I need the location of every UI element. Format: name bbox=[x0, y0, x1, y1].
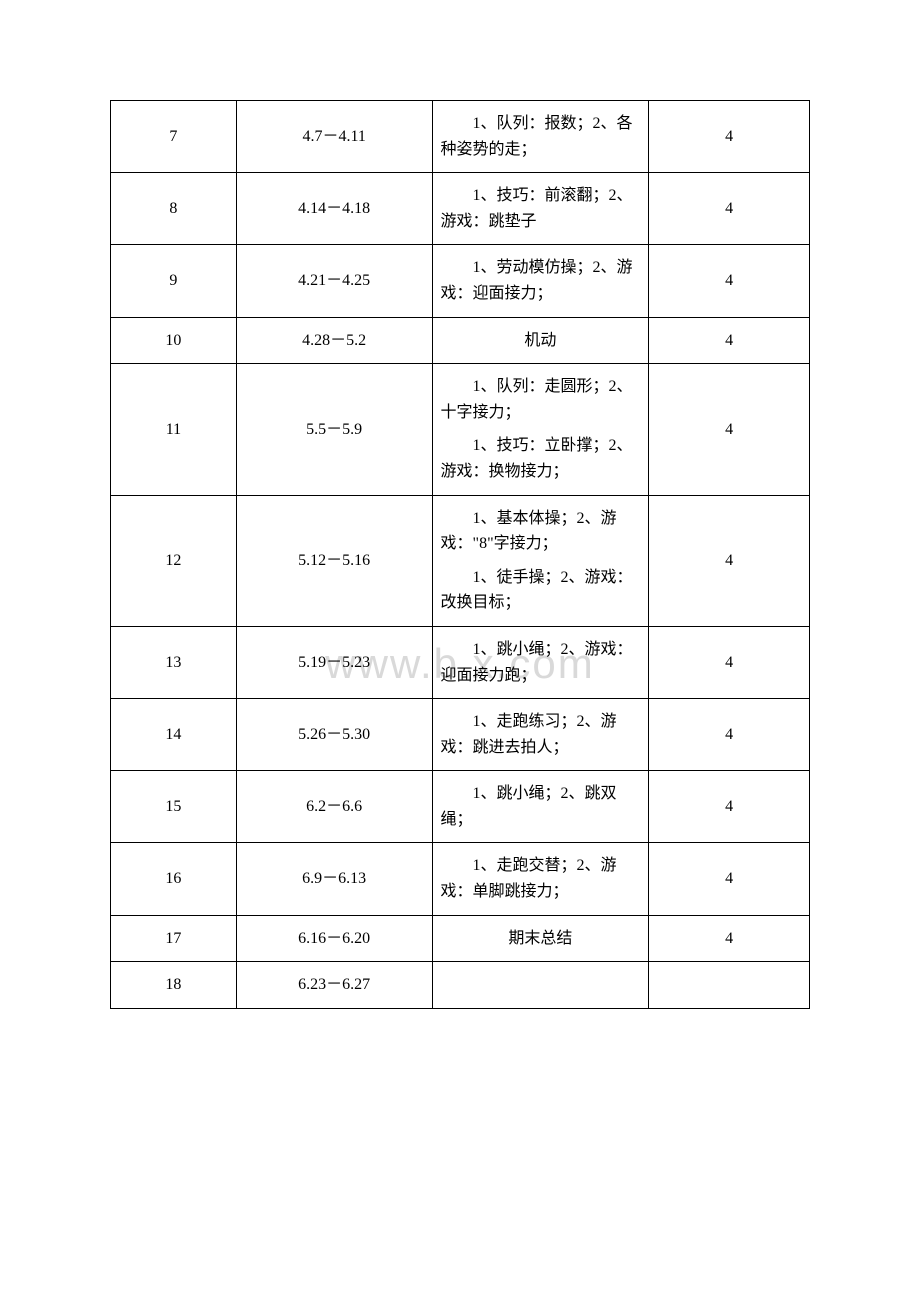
table-row: 145.26－5.301、走跑练习；2、游戏：跳进去拍人；4 bbox=[111, 699, 810, 771]
class-hours: 4 bbox=[649, 101, 810, 173]
week-number: 16 bbox=[111, 843, 237, 915]
lesson-content: 期末总结 bbox=[432, 915, 649, 962]
table-row: 84.14－4.181、技巧：前滚翻；2、游戏：跳垫子4 bbox=[111, 173, 810, 245]
date-range: 6.9－6.13 bbox=[236, 843, 432, 915]
lesson-content: 1、队列：报数；2、各种姿势的走； bbox=[432, 101, 649, 173]
date-range: 6.23－6.27 bbox=[236, 962, 432, 1009]
content-paragraph: 1、走跑练习；2、游戏：跳进去拍人； bbox=[441, 709, 641, 760]
content-paragraph: 1、技巧：前滚翻；2、游戏：跳垫子 bbox=[441, 183, 641, 234]
content-paragraph: 1、跳小绳；2、游戏：迎面接力跑； bbox=[441, 637, 641, 688]
week-number: 13 bbox=[111, 626, 237, 698]
schedule-table: 74.7－4.111、队列：报数；2、各种姿势的走；484.14－4.181、技… bbox=[110, 100, 810, 1009]
table-row: 74.7－4.111、队列：报数；2、各种姿势的走；4 bbox=[111, 101, 810, 173]
date-range: 6.2－6.6 bbox=[236, 771, 432, 843]
week-number: 15 bbox=[111, 771, 237, 843]
table-row: 104.28－5.2 机动 4 bbox=[111, 317, 810, 364]
table-row: 94.21－4.251、劳动模仿操；2、游戏：迎面接力；4 bbox=[111, 245, 810, 317]
week-number: 9 bbox=[111, 245, 237, 317]
content-paragraph: 1、技巧：立卧撑；2、游戏：换物接力； bbox=[441, 433, 641, 484]
date-range: 4.21－4.25 bbox=[236, 245, 432, 317]
table-row: 166.9－6.131、走跑交替；2、游戏：单脚跳接力；4 bbox=[111, 843, 810, 915]
table-row: 176.16－6.20 期末总结 4 bbox=[111, 915, 810, 962]
lesson-content: 1、跳小绳；2、游戏：迎面接力跑； bbox=[432, 626, 649, 698]
week-number: 8 bbox=[111, 173, 237, 245]
week-number: 14 bbox=[111, 699, 237, 771]
class-hours: 4 bbox=[649, 173, 810, 245]
table-row: 115.5－5.91、队列：走圆形；2、十字接力； 1、技巧：立卧撑；2、游戏：换… bbox=[111, 364, 810, 495]
lesson-content: 1、基本体操；2、游戏："8"字接力； 1、徒手操；2、游戏：改换目标； bbox=[432, 495, 649, 626]
date-range: 4.14－4.18 bbox=[236, 173, 432, 245]
class-hours: 4 bbox=[649, 915, 810, 962]
schedule-table-wrap: 74.7－4.111、队列：报数；2、各种姿势的走；484.14－4.181、技… bbox=[110, 100, 810, 1009]
lesson-content: 1、队列：走圆形；2、十字接力； 1、技巧：立卧撑；2、游戏：换物接力； bbox=[432, 364, 649, 495]
class-hours: 4 bbox=[649, 843, 810, 915]
lesson-content: 1、走跑交替；2、游戏：单脚跳接力； bbox=[432, 843, 649, 915]
class-hours: 4 bbox=[649, 317, 810, 364]
content-paragraph: 1、队列：报数；2、各种姿势的走； bbox=[441, 111, 641, 162]
lesson-content: 1、劳动模仿操；2、游戏：迎面接力； bbox=[432, 245, 649, 317]
content-paragraph: 1、基本体操；2、游戏："8"字接力； bbox=[441, 506, 641, 557]
lesson-content: 1、技巧：前滚翻；2、游戏：跳垫子 bbox=[432, 173, 649, 245]
content-paragraph: 机动 bbox=[441, 328, 641, 354]
table-row: 156.2－6.61、跳小绳；2、跳双绳；4 bbox=[111, 771, 810, 843]
week-number: 10 bbox=[111, 317, 237, 364]
week-number: 7 bbox=[111, 101, 237, 173]
week-number: 12 bbox=[111, 495, 237, 626]
date-range: 5.19－5.23 bbox=[236, 626, 432, 698]
lesson-content bbox=[432, 962, 649, 1009]
date-range: 4.28－5.2 bbox=[236, 317, 432, 364]
class-hours: 4 bbox=[649, 771, 810, 843]
class-hours: 4 bbox=[649, 245, 810, 317]
table-row: 125.12－5.161、基本体操；2、游戏："8"字接力； 1、徒手操；2、游戏… bbox=[111, 495, 810, 626]
content-paragraph: 1、走跑交替；2、游戏：单脚跳接力； bbox=[441, 853, 641, 904]
date-range: 5.12－5.16 bbox=[236, 495, 432, 626]
week-number: 17 bbox=[111, 915, 237, 962]
table-row: 186.23－6.27 bbox=[111, 962, 810, 1009]
content-paragraph: 1、队列：走圆形；2、十字接力； bbox=[441, 374, 641, 425]
schedule-table-body: 74.7－4.111、队列：报数；2、各种姿势的走；484.14－4.181、技… bbox=[111, 101, 810, 1009]
week-number: 18 bbox=[111, 962, 237, 1009]
class-hours: 4 bbox=[649, 626, 810, 698]
class-hours: 4 bbox=[649, 364, 810, 495]
class-hours: 4 bbox=[649, 699, 810, 771]
lesson-content: 机动 bbox=[432, 317, 649, 364]
lesson-content: 1、走跑练习；2、游戏：跳进去拍人； bbox=[432, 699, 649, 771]
date-range: 5.26－5.30 bbox=[236, 699, 432, 771]
date-range: 6.16－6.20 bbox=[236, 915, 432, 962]
class-hours: 4 bbox=[649, 495, 810, 626]
week-number: 11 bbox=[111, 364, 237, 495]
content-paragraph: 1、劳动模仿操；2、游戏：迎面接力； bbox=[441, 255, 641, 306]
table-row: 135.19－5.231、跳小绳；2、游戏：迎面接力跑；4 bbox=[111, 626, 810, 698]
content-paragraph: 1、徒手操；2、游戏：改换目标； bbox=[441, 565, 641, 616]
date-range: 4.7－4.11 bbox=[236, 101, 432, 173]
class-hours bbox=[649, 962, 810, 1009]
content-paragraph: 期末总结 bbox=[441, 926, 641, 952]
content-paragraph: 1、跳小绳；2、跳双绳； bbox=[441, 781, 641, 832]
lesson-content: 1、跳小绳；2、跳双绳； bbox=[432, 771, 649, 843]
date-range: 5.5－5.9 bbox=[236, 364, 432, 495]
